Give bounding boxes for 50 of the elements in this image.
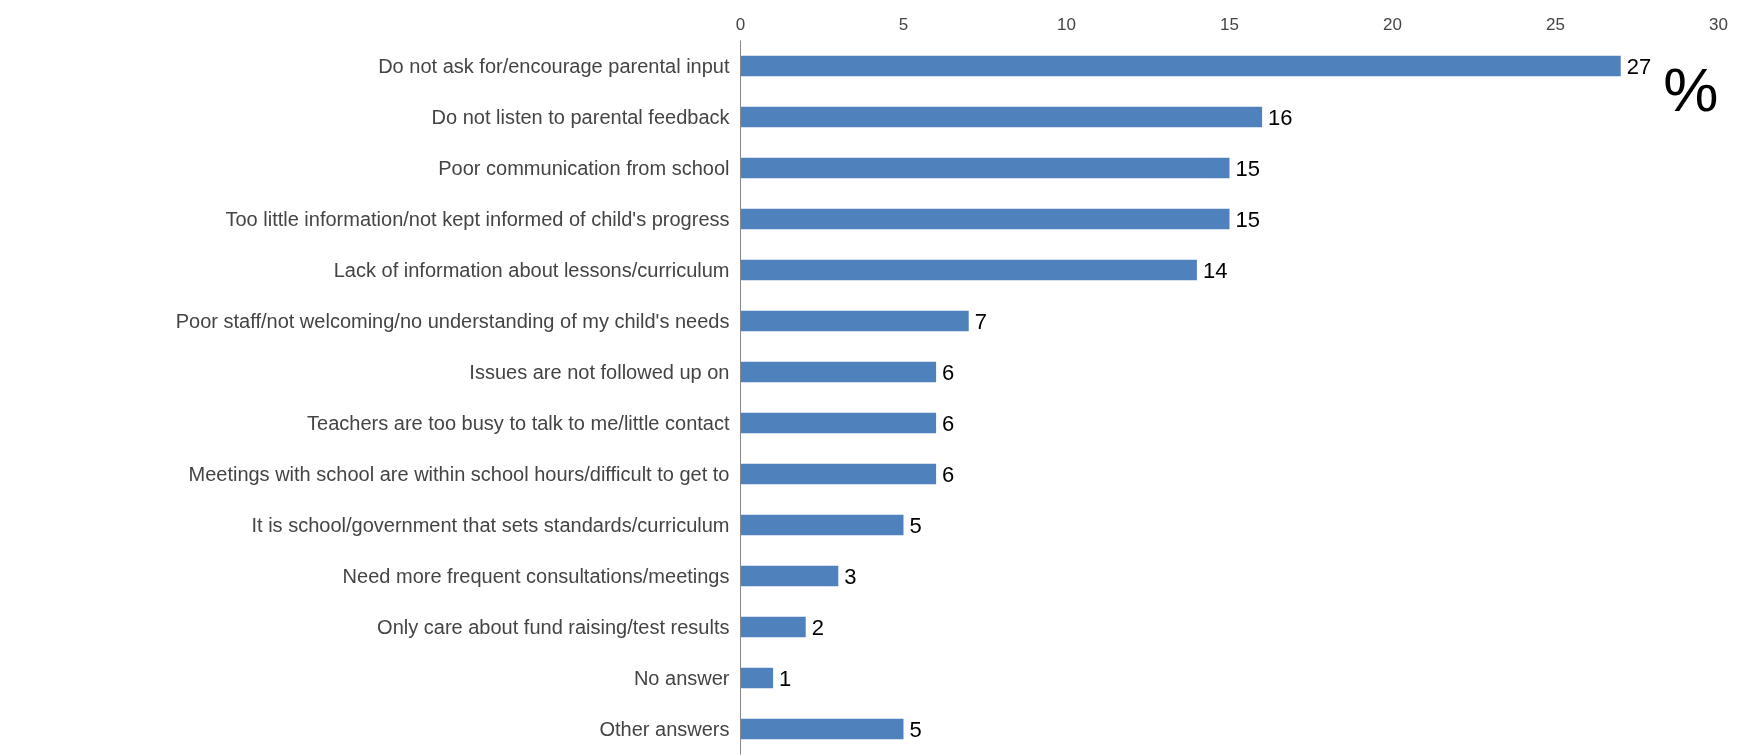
x-tick-label: 0 (735, 14, 746, 34)
y-tick-label: Issues are not followed up on (469, 361, 730, 383)
y-tick-label: Meetings with school are within school hours/difficult to get to (188, 463, 730, 485)
bar (740, 259, 1197, 281)
y-tick-label: It is school/government that sets standards/curriculum (251, 514, 730, 536)
y-tick-label: Teachers are too busy to talk to me/little contact (307, 412, 730, 434)
data-label: 27 (1626, 53, 1652, 79)
y-tick-label: Do not listen to parental feedback (431, 106, 731, 128)
data-label: 16 (1268, 104, 1293, 130)
data-label: 14 (1202, 257, 1228, 283)
data-label: 3 (844, 563, 857, 589)
data-label: 6 (942, 410, 955, 436)
bar (740, 412, 937, 434)
bar (740, 208, 1230, 230)
data-label: 6 (942, 359, 955, 385)
bar (740, 310, 969, 332)
data-label: 7 (974, 308, 987, 334)
bar (740, 718, 904, 740)
bar (740, 565, 839, 587)
y-tick-label: Other answers (599, 718, 730, 740)
y-tick-label: Need more frequent consultations/meetings (342, 565, 730, 587)
bar (740, 55, 1621, 77)
y-tick-label: Poor communication from school (438, 157, 730, 179)
data-label: 6 (942, 461, 955, 487)
data-label: 15 (1235, 155, 1260, 181)
x-tick-label: 25 (1546, 14, 1565, 34)
y-tick-label: Lack of information about lessons/curriculum (333, 259, 730, 281)
data-label: 2 (811, 614, 824, 640)
y-tick-label: No answer (633, 667, 730, 689)
data-label: 5 (909, 512, 922, 538)
x-tick-label: 15 (1220, 14, 1239, 34)
x-tick-label: 10 (1057, 14, 1076, 34)
data-label: 1 (779, 665, 792, 691)
bar (740, 616, 806, 638)
bar (740, 514, 904, 536)
y-tick-label: Too little information/not kept informed of child's progress (225, 208, 730, 230)
x-axis-title: % (1663, 54, 1719, 124)
y-tick-label: Poor staff/not welcoming/no understanding of my child's needs (175, 310, 730, 332)
bar (740, 106, 1263, 128)
bar (740, 361, 937, 383)
data-label: 15 (1235, 206, 1260, 232)
x-tick-label: 30 (1709, 14, 1728, 34)
data-label: 5 (909, 716, 922, 742)
y-tick-label: Do not ask for/encourage parental input (378, 55, 730, 77)
bar (740, 157, 1230, 179)
bar (740, 667, 774, 689)
bar (740, 463, 937, 485)
x-tick-label: 5 (898, 14, 909, 34)
y-tick-label: Only care about fund raising/test results (377, 616, 730, 638)
x-tick-label: 20 (1383, 14, 1402, 34)
